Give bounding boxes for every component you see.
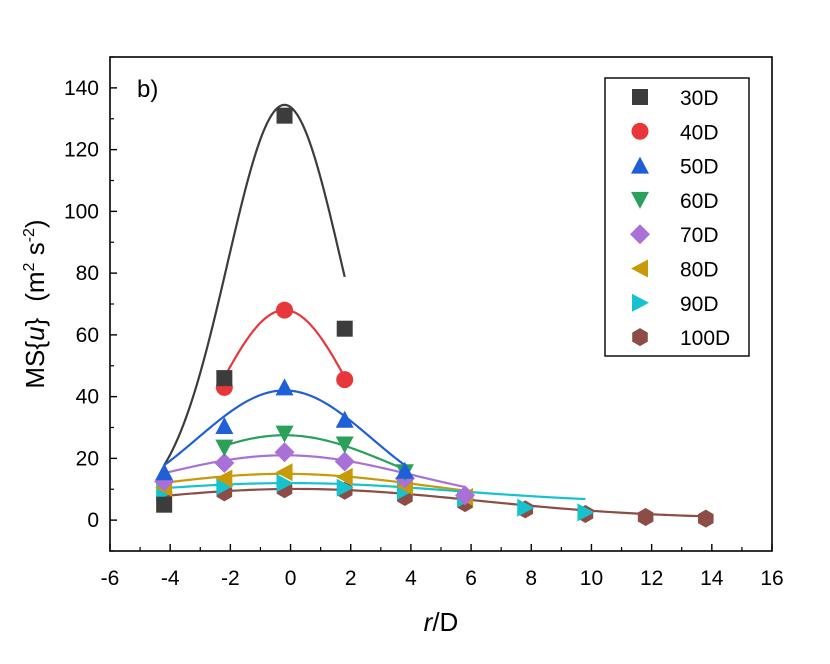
y-tick-label: 120 <box>64 139 99 162</box>
data-point-70D <box>274 442 295 463</box>
y-tick-label: 20 <box>76 447 99 470</box>
data-point-50D <box>395 461 414 479</box>
x-tick-label: -2 <box>221 567 240 590</box>
x-tick-label: 4 <box>405 567 417 590</box>
data-point-40D <box>276 301 294 319</box>
legend-label-80D: 80D <box>680 259 719 282</box>
fit-curve-80D <box>164 472 466 492</box>
x-tick-label: -6 <box>101 567 120 590</box>
x-tick-label: 12 <box>640 567 663 590</box>
data-point-70D <box>214 453 235 474</box>
x-tick-label: 14 <box>700 567 724 590</box>
fit-curve-70D <box>163 454 466 489</box>
legend-marker-60D <box>631 191 649 209</box>
data-points <box>154 107 714 528</box>
data-point-50D <box>215 416 234 434</box>
fit-curve-100D <box>164 487 706 518</box>
x-tick-label: 0 <box>285 567 297 590</box>
x-tick-label: 2 <box>345 567 357 590</box>
data-point-40D <box>336 371 354 389</box>
legend-marker-40D <box>631 122 649 140</box>
x-tick-label: 10 <box>580 567 603 590</box>
x-tick-label: 6 <box>465 567 477 590</box>
legend-marker-50D <box>631 156 649 174</box>
fit-curve-40D <box>223 309 346 378</box>
legend-label-90D: 90D <box>680 293 719 316</box>
data-point-30D <box>216 370 233 387</box>
data-point-90D <box>577 503 595 522</box>
x-axis-title: r/D <box>424 607 459 637</box>
data-point-90D <box>276 474 294 493</box>
legend-label-70D: 70D <box>680 224 719 247</box>
legend: 30D 40D 50D 60D 70D 80D 90D 100D <box>604 77 750 357</box>
data-point-60D <box>335 436 354 454</box>
data-point-50D <box>155 463 174 481</box>
data-point-80D <box>335 467 353 486</box>
legend-label-40D: 40D <box>680 121 719 144</box>
data-point-100D <box>637 508 654 527</box>
data-point-90D <box>336 478 354 497</box>
y-axis-title: MS{u}(m2 s-2) <box>20 219 50 388</box>
fit-curve-30D <box>163 103 346 466</box>
data-point-70D <box>455 485 476 506</box>
x-tick-label: 8 <box>525 567 537 590</box>
data-point-60D <box>275 425 294 443</box>
data-point-70D <box>334 451 355 472</box>
data-point-100D <box>698 509 714 528</box>
legend-marker-30D <box>632 89 648 105</box>
data-point-90D <box>216 477 234 496</box>
legend-marker-100D <box>632 328 648 347</box>
y-tick-label: 40 <box>76 386 99 409</box>
fit-curve-60D <box>224 434 406 471</box>
legend-box <box>604 77 750 357</box>
legend-label-50D: 50D <box>680 156 719 179</box>
data-point-30D <box>276 107 293 124</box>
y-tick-label: 60 <box>76 324 99 347</box>
legend-marker-80D <box>631 259 648 278</box>
data-point-90D <box>517 498 535 517</box>
y-tick-label: 140 <box>64 77 99 100</box>
legend-marker-70D <box>630 224 650 245</box>
fit-curve-90D <box>164 481 586 501</box>
y-tick-label: 80 <box>76 262 99 285</box>
legend-label-60D: 60D <box>680 190 719 213</box>
legend-label-30D: 30D <box>680 87 719 110</box>
axis-ticks: -6 -4 -2 0 2 4 6 8 10 12 14 16 0 20 40 60 80 100 120 140 <box>64 56 784 590</box>
data-point-30D <box>156 496 173 513</box>
data-point-80D <box>275 463 293 482</box>
data-point-60D <box>215 439 234 457</box>
panel-label: b) <box>137 76 158 103</box>
fit-curves <box>163 103 706 518</box>
data-point-80D <box>215 469 233 488</box>
data-point-30D <box>336 320 353 337</box>
legend-label-100D: 100D <box>680 327 730 350</box>
x-tick-label: 16 <box>760 567 783 590</box>
x-tick-label: -4 <box>161 567 180 590</box>
y-tick-label: 100 <box>64 200 99 223</box>
data-point-50D <box>275 378 294 396</box>
y-tick-label: 0 <box>87 509 99 532</box>
legend-marker-90D <box>632 293 649 312</box>
data-point-50D <box>335 410 354 428</box>
